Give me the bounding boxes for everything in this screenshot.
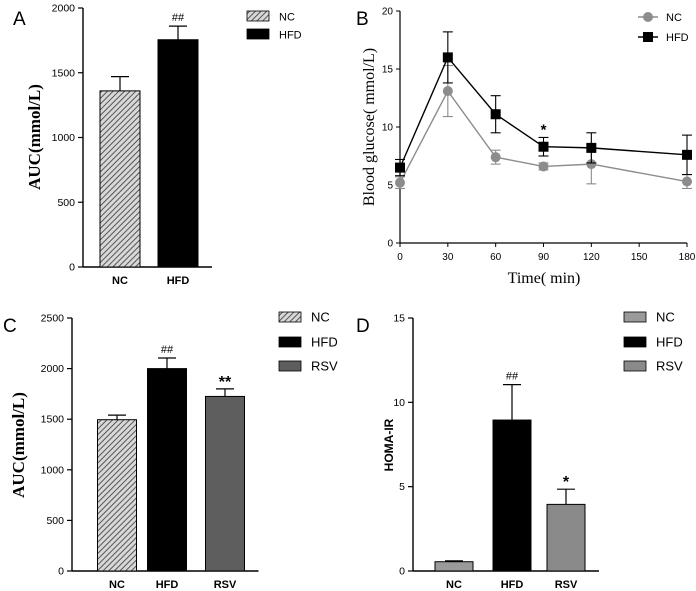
y-tick-label: 0: [69, 262, 75, 274]
y-tick-label: 20: [382, 7, 394, 18]
legend-label-nc: NC: [279, 12, 295, 24]
legend-label-hfd: HFD: [279, 30, 302, 42]
panel-label: B: [356, 9, 369, 30]
x-tick-label: RSV: [555, 579, 578, 591]
legend-label-hfd: HFD: [311, 335, 338, 350]
significance-mark: ##: [172, 12, 185, 24]
data-point-nc: [490, 152, 501, 163]
x-tick-label: NC: [446, 579, 462, 591]
x-tick-label: 150: [631, 252, 648, 263]
panel-C: C 0 500 1000 1500 2000 2500 AUC(mmol/L) NC HFD ## R…: [3, 310, 338, 591]
legend-swatch-rsv: [623, 360, 647, 372]
data-point-nc: [395, 177, 405, 188]
y-tick-label: 5: [387, 181, 393, 192]
y-tick-label: 1500: [41, 414, 65, 426]
x-tick-label: 30: [442, 252, 454, 263]
y-tick-label: 1500: [52, 67, 76, 79]
panel-label: A: [13, 9, 26, 30]
data-point-hfd: [395, 162, 405, 173]
bar-hfd: [147, 368, 187, 572]
panel-A: A 0 500 1000 1500 2000 AUC(mmol/L) NC HFD ## NC HFD: [13, 3, 302, 288]
panel-D: D 0 5 10 15 HOMA-IR NC HFD ## RSV * NC HFD RSV: [356, 310, 683, 591]
y-tick-label: 5: [399, 481, 405, 493]
y-axis-label: Blood glucose( mmol/L): [361, 48, 378, 206]
y-tick-label: 15: [382, 65, 394, 76]
legend-swatch-nc: [278, 311, 302, 323]
y-tick-label: 0: [58, 566, 64, 578]
data-point-hfd: [538, 141, 549, 152]
legend-label-nc: NC: [656, 310, 675, 325]
x-tick-label: 60: [490, 252, 502, 263]
y-tick-label: 0: [387, 239, 393, 250]
y-tick-label: 500: [46, 515, 64, 527]
panel-label: D: [356, 316, 370, 337]
x-tick-label: 90: [538, 252, 550, 263]
y-tick-label: 10: [393, 397, 405, 409]
legend-swatch-hfd: [278, 336, 302, 348]
series-line-hfd: [399, 56, 688, 168]
legend-label-rsv: RSV: [656, 359, 683, 374]
x-tick-label: 0: [397, 252, 403, 263]
panel-label: C: [3, 316, 17, 337]
bar-hfd: [157, 39, 199, 268]
legend-swatch-hfd: [623, 336, 647, 348]
significance-mark: *: [541, 121, 547, 138]
legend-label-hfd: HFD: [666, 32, 689, 44]
legend-marker-hfd: [643, 32, 653, 42]
x-tick-label: 120: [583, 252, 600, 263]
bar-rsv: [205, 395, 245, 572]
data-point-hfd: [586, 142, 597, 153]
y-tick-label: 1000: [52, 132, 76, 144]
data-point-hfd: [490, 109, 501, 120]
y-axis-label: AUC(mmol/L): [9, 392, 28, 498]
bar-hfd: [492, 419, 532, 572]
data-point-hfd: [442, 52, 453, 63]
x-tick-label: RSV: [214, 579, 237, 591]
y-tick-label: 15: [393, 313, 405, 325]
y-axis-label: HOMA-IR: [382, 418, 396, 471]
legend-swatch-nc: [623, 311, 647, 323]
data-point-hfd: [682, 149, 692, 160]
legend-label-nc: NC: [311, 310, 330, 325]
legend-swatch-rsv: [278, 360, 302, 372]
y-tick-label: 0: [399, 566, 405, 578]
legend-swatch-nc: [246, 10, 270, 22]
legend-label-nc: NC: [666, 12, 682, 24]
bar-nc: [434, 561, 474, 572]
legend-label-rsv: RSV: [311, 359, 338, 374]
significance-mark: *: [563, 474, 570, 491]
y-axis-label: AUC(mmol/L): [25, 84, 44, 190]
y-tick-label: 500: [57, 197, 75, 209]
bar-nc: [99, 90, 141, 268]
legend-marker-nc: [643, 12, 653, 22]
y-tick-label: 2500: [41, 313, 65, 325]
y-tick-label: 2000: [41, 363, 65, 375]
significance-mark: ##: [506, 371, 519, 383]
data-point-nc: [682, 176, 692, 187]
y-tick-label: 1000: [41, 464, 65, 476]
series-line-nc: [399, 89, 688, 184]
y-tick-label: 2000: [52, 3, 76, 15]
y-tick-label: 10: [382, 123, 394, 134]
data-point-nc: [586, 159, 597, 170]
bar-nc: [97, 419, 137, 572]
legend-swatch-hfd: [246, 28, 270, 40]
panel-B: B 0 5 10 15 20 0 30 60 90 120 150 180 Time( min) Blood…: [356, 7, 696, 288]
x-tick-label: HFD: [167, 275, 190, 287]
data-point-nc: [538, 161, 549, 172]
legend-label-hfd: HFD: [656, 335, 683, 350]
x-axis-label: Time( min): [508, 270, 581, 287]
x-tick-label: NC: [109, 579, 125, 591]
x-tick-label: HFD: [156, 579, 179, 591]
significance-mark: **: [219, 374, 232, 391]
x-tick-label: 180: [679, 252, 696, 263]
data-point-nc: [442, 86, 453, 97]
x-tick-label: NC: [112, 275, 128, 287]
x-tick-label: HFD: [501, 579, 524, 591]
bar-rsv: [546, 503, 586, 572]
significance-mark: ##: [161, 344, 174, 356]
